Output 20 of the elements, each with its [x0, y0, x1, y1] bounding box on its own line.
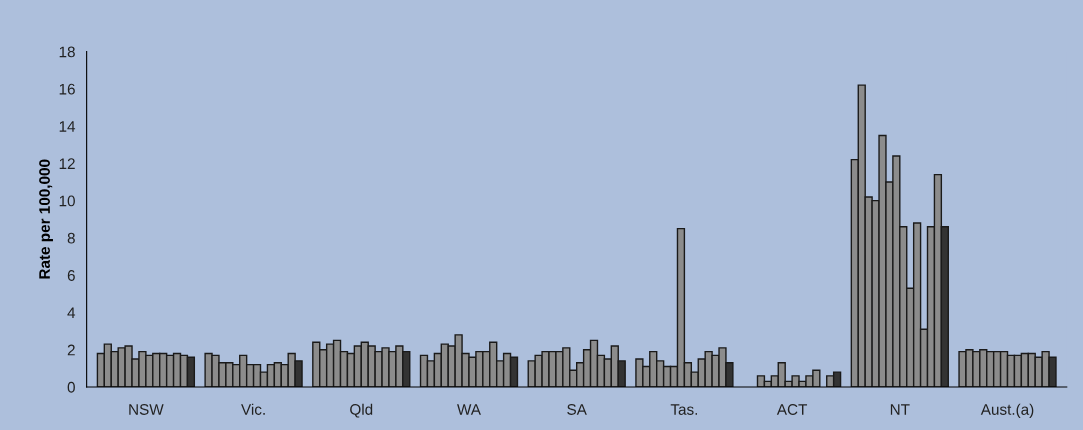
y-tick-label: 2 [67, 344, 75, 356]
x-tick-label: WA [457, 404, 481, 415]
x-tick-label: Qld [350, 403, 373, 418]
x-tick-label: NT [890, 404, 910, 415]
y-tick-label: 18 [59, 46, 75, 58]
x-tick-label: SA [567, 404, 587, 415]
y-tick-label: 6 [67, 270, 75, 281]
x-tick-label: Tas. [670, 404, 698, 415]
y-tick-label: 12 [59, 158, 75, 169]
x-tick-label: ACT [776, 404, 808, 415]
y-tick-label: 0 [67, 381, 75, 393]
y-tick-label: 8 [67, 232, 75, 244]
y-axis-title: Rate per 100,000 [39, 159, 53, 279]
x-tick-label: Vic. [241, 403, 265, 415]
y-tick-label: 4 [67, 307, 76, 318]
y-tick-label: 10 [59, 195, 75, 207]
y-tick-label: 14 [59, 121, 76, 132]
x-tick-label: Aust.(a) [980, 403, 1034, 418]
y-tick-label: 16 [59, 83, 75, 95]
x-tick-label: NSW [129, 404, 164, 415]
